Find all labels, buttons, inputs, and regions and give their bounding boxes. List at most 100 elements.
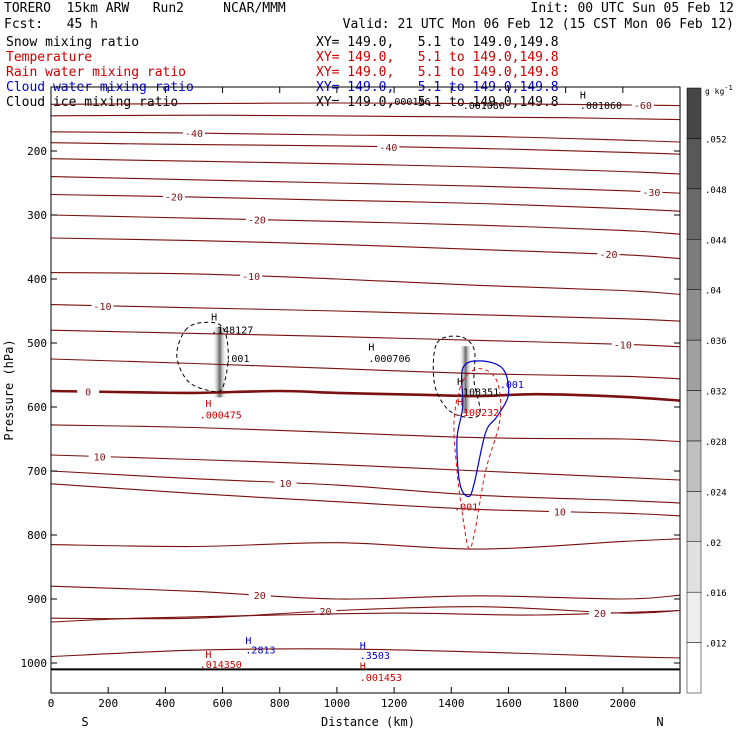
isotherm-0 xyxy=(51,102,680,107)
isotherm-14 xyxy=(51,424,680,443)
y-tick-label-1: 300 xyxy=(27,209,47,222)
isotherm-label-21: 20 xyxy=(594,609,606,620)
isotherm-label-bg-7 xyxy=(245,213,268,225)
x-tick-label-6: 1200 xyxy=(381,697,408,710)
y-tick-label-5: 700 xyxy=(27,465,47,478)
isotherm-17 xyxy=(51,483,680,517)
field-annotation-13: .000106 xyxy=(388,97,430,108)
legend-cross-temperature: XY= 149.0, 5.1 to 149.0,149.8 xyxy=(316,50,559,65)
isotherm-8 xyxy=(51,237,680,260)
x-tick-label-5: 1000 xyxy=(324,697,351,710)
forecast-hour: Fcst: 45 h xyxy=(4,17,98,32)
isotherm-label-bg-6 xyxy=(162,190,185,202)
field-annotation-8: .108351 xyxy=(457,387,499,398)
field-annotation-18: .2813 xyxy=(245,645,275,656)
cloud-ice-shade-0 xyxy=(212,327,227,398)
field-annotation-5: H xyxy=(205,399,211,410)
x-tick-label-2: 400 xyxy=(155,697,175,710)
colorbar-tick-label-7: .024 xyxy=(705,488,727,498)
isotherm-label-bg-10 xyxy=(91,299,114,311)
isotherm-label-bg-11 xyxy=(611,338,634,350)
y-tick-label-6: 800 xyxy=(27,529,47,542)
isotherm-13 xyxy=(51,389,680,402)
isotherm-12 xyxy=(51,358,680,380)
isotherm-15 xyxy=(51,454,680,481)
isotherm-label-bg-3 xyxy=(377,140,400,152)
colorbar-unit: g kg-1 xyxy=(705,84,733,96)
isotherm-label-bg-21 xyxy=(588,607,611,619)
isotherm-label-15: 10 xyxy=(94,453,106,464)
isotherm-label-6: -20 xyxy=(165,193,183,204)
legend-label-cloud-ice: Cloud ice mixing ratio xyxy=(6,95,179,110)
field-annotation-16: .001080 xyxy=(463,101,505,112)
isotherm-label-bg-15 xyxy=(88,450,111,462)
snow-contour-1 xyxy=(432,335,481,419)
isotherm-19 xyxy=(51,585,680,600)
x-tick-label-8: 1600 xyxy=(495,697,522,710)
isotherm-label-10: -10 xyxy=(93,302,111,313)
y-tick-label-8: 1000 xyxy=(21,657,48,670)
colorbar-band-7 xyxy=(686,289,702,341)
x-tick-label-4: 800 xyxy=(270,697,290,710)
snow-contour-0 xyxy=(176,321,229,393)
legend-label-rain: Rain water mixing ratio xyxy=(6,65,187,80)
colorbar-tick-label-8: .02 xyxy=(705,539,721,549)
isotherm-label-bg-8 xyxy=(597,248,620,260)
isotherm-5 xyxy=(51,176,680,194)
legend-label-snow: Snow mixing ratio xyxy=(6,35,140,50)
legend-label-temperature: Temperature xyxy=(6,50,93,65)
isotherm-3 xyxy=(51,142,680,155)
x-tick-label-1: 200 xyxy=(98,697,118,710)
isotherm-label-0: -60 xyxy=(634,101,652,112)
colorbar-band-11 xyxy=(686,87,702,139)
y-tick-label-3: 500 xyxy=(27,337,47,350)
field-annotation-22: .014350 xyxy=(200,660,242,671)
field-annotation-10: .100232 xyxy=(457,408,499,419)
isotherm-label-bg-19 xyxy=(248,588,271,600)
y-tick-label-0: 200 xyxy=(27,145,47,158)
init-time: Init: 00 UTC Sun 05 Feb 12 xyxy=(530,1,735,16)
isotherm-label-13: 0 xyxy=(85,388,91,399)
isotherm-label-5: -30 xyxy=(642,188,660,199)
field-annotation-11: .001 xyxy=(500,380,524,391)
isotherm-1 xyxy=(51,114,680,121)
field-annotation-24: .001453 xyxy=(360,673,402,684)
field-annotation-2: .001 xyxy=(225,354,249,365)
colorbar-tick-label-6: .028 xyxy=(705,438,727,448)
rain-contour-0 xyxy=(453,368,502,550)
field-annotation-20: .3503 xyxy=(360,651,390,662)
colorbar-band-2 xyxy=(686,541,702,593)
isotherm-label-3: -40 xyxy=(379,143,397,154)
field-annotation-23: H xyxy=(360,661,366,672)
colorbar-band-1 xyxy=(686,591,702,643)
colorbar: .052 .048 .044 .04 .036 .032 .028 .024 .02 .016 .0… xyxy=(686,87,727,694)
legend-cross-rain: XY= 149.0, 5.1 to 149.0,149.8 xyxy=(316,65,559,80)
plot-frame xyxy=(50,86,681,694)
isotherm-label-9: -10 xyxy=(242,272,260,283)
isotherm-6 xyxy=(51,193,680,212)
isotherm-label-bg-9 xyxy=(240,269,263,281)
colorbar-band-9 xyxy=(686,188,702,240)
colorbar-tick-label-2: .044 xyxy=(705,236,727,246)
colorbar-tick-label-0: .052 xyxy=(705,135,727,145)
colorbar-band-8 xyxy=(686,239,702,290)
field-annotation-9: H xyxy=(457,398,463,409)
isotherm-label-11: -10 xyxy=(614,340,632,351)
isotherm-label-7: -20 xyxy=(248,216,266,227)
colorbar-tick-label-9: .016 xyxy=(705,589,727,599)
cloud-water-contour-0 xyxy=(456,360,510,498)
isotherm-10 xyxy=(51,304,680,322)
colorbar-tick-label-5: .032 xyxy=(705,388,727,398)
isotherm-label-bg-2 xyxy=(182,127,205,139)
y-axis-title: Pressure (hPa) xyxy=(2,339,16,440)
colorbar-band-10 xyxy=(686,138,702,190)
legend-cross-snow: XY= 149.0, 5.1 to 149.0,149.8 xyxy=(316,35,559,50)
isotherm-21 xyxy=(51,609,680,623)
colorbar-band-4 xyxy=(686,440,702,492)
isotherm-label-2: -40 xyxy=(185,129,203,140)
isotherm-label-bg-5 xyxy=(640,185,663,197)
colorbar-tick-label-3: .04 xyxy=(705,287,721,297)
colorbar-tick-label-1: .048 xyxy=(705,186,727,196)
colorbar-band-5 xyxy=(686,390,702,442)
isotherm-20 xyxy=(51,606,680,620)
